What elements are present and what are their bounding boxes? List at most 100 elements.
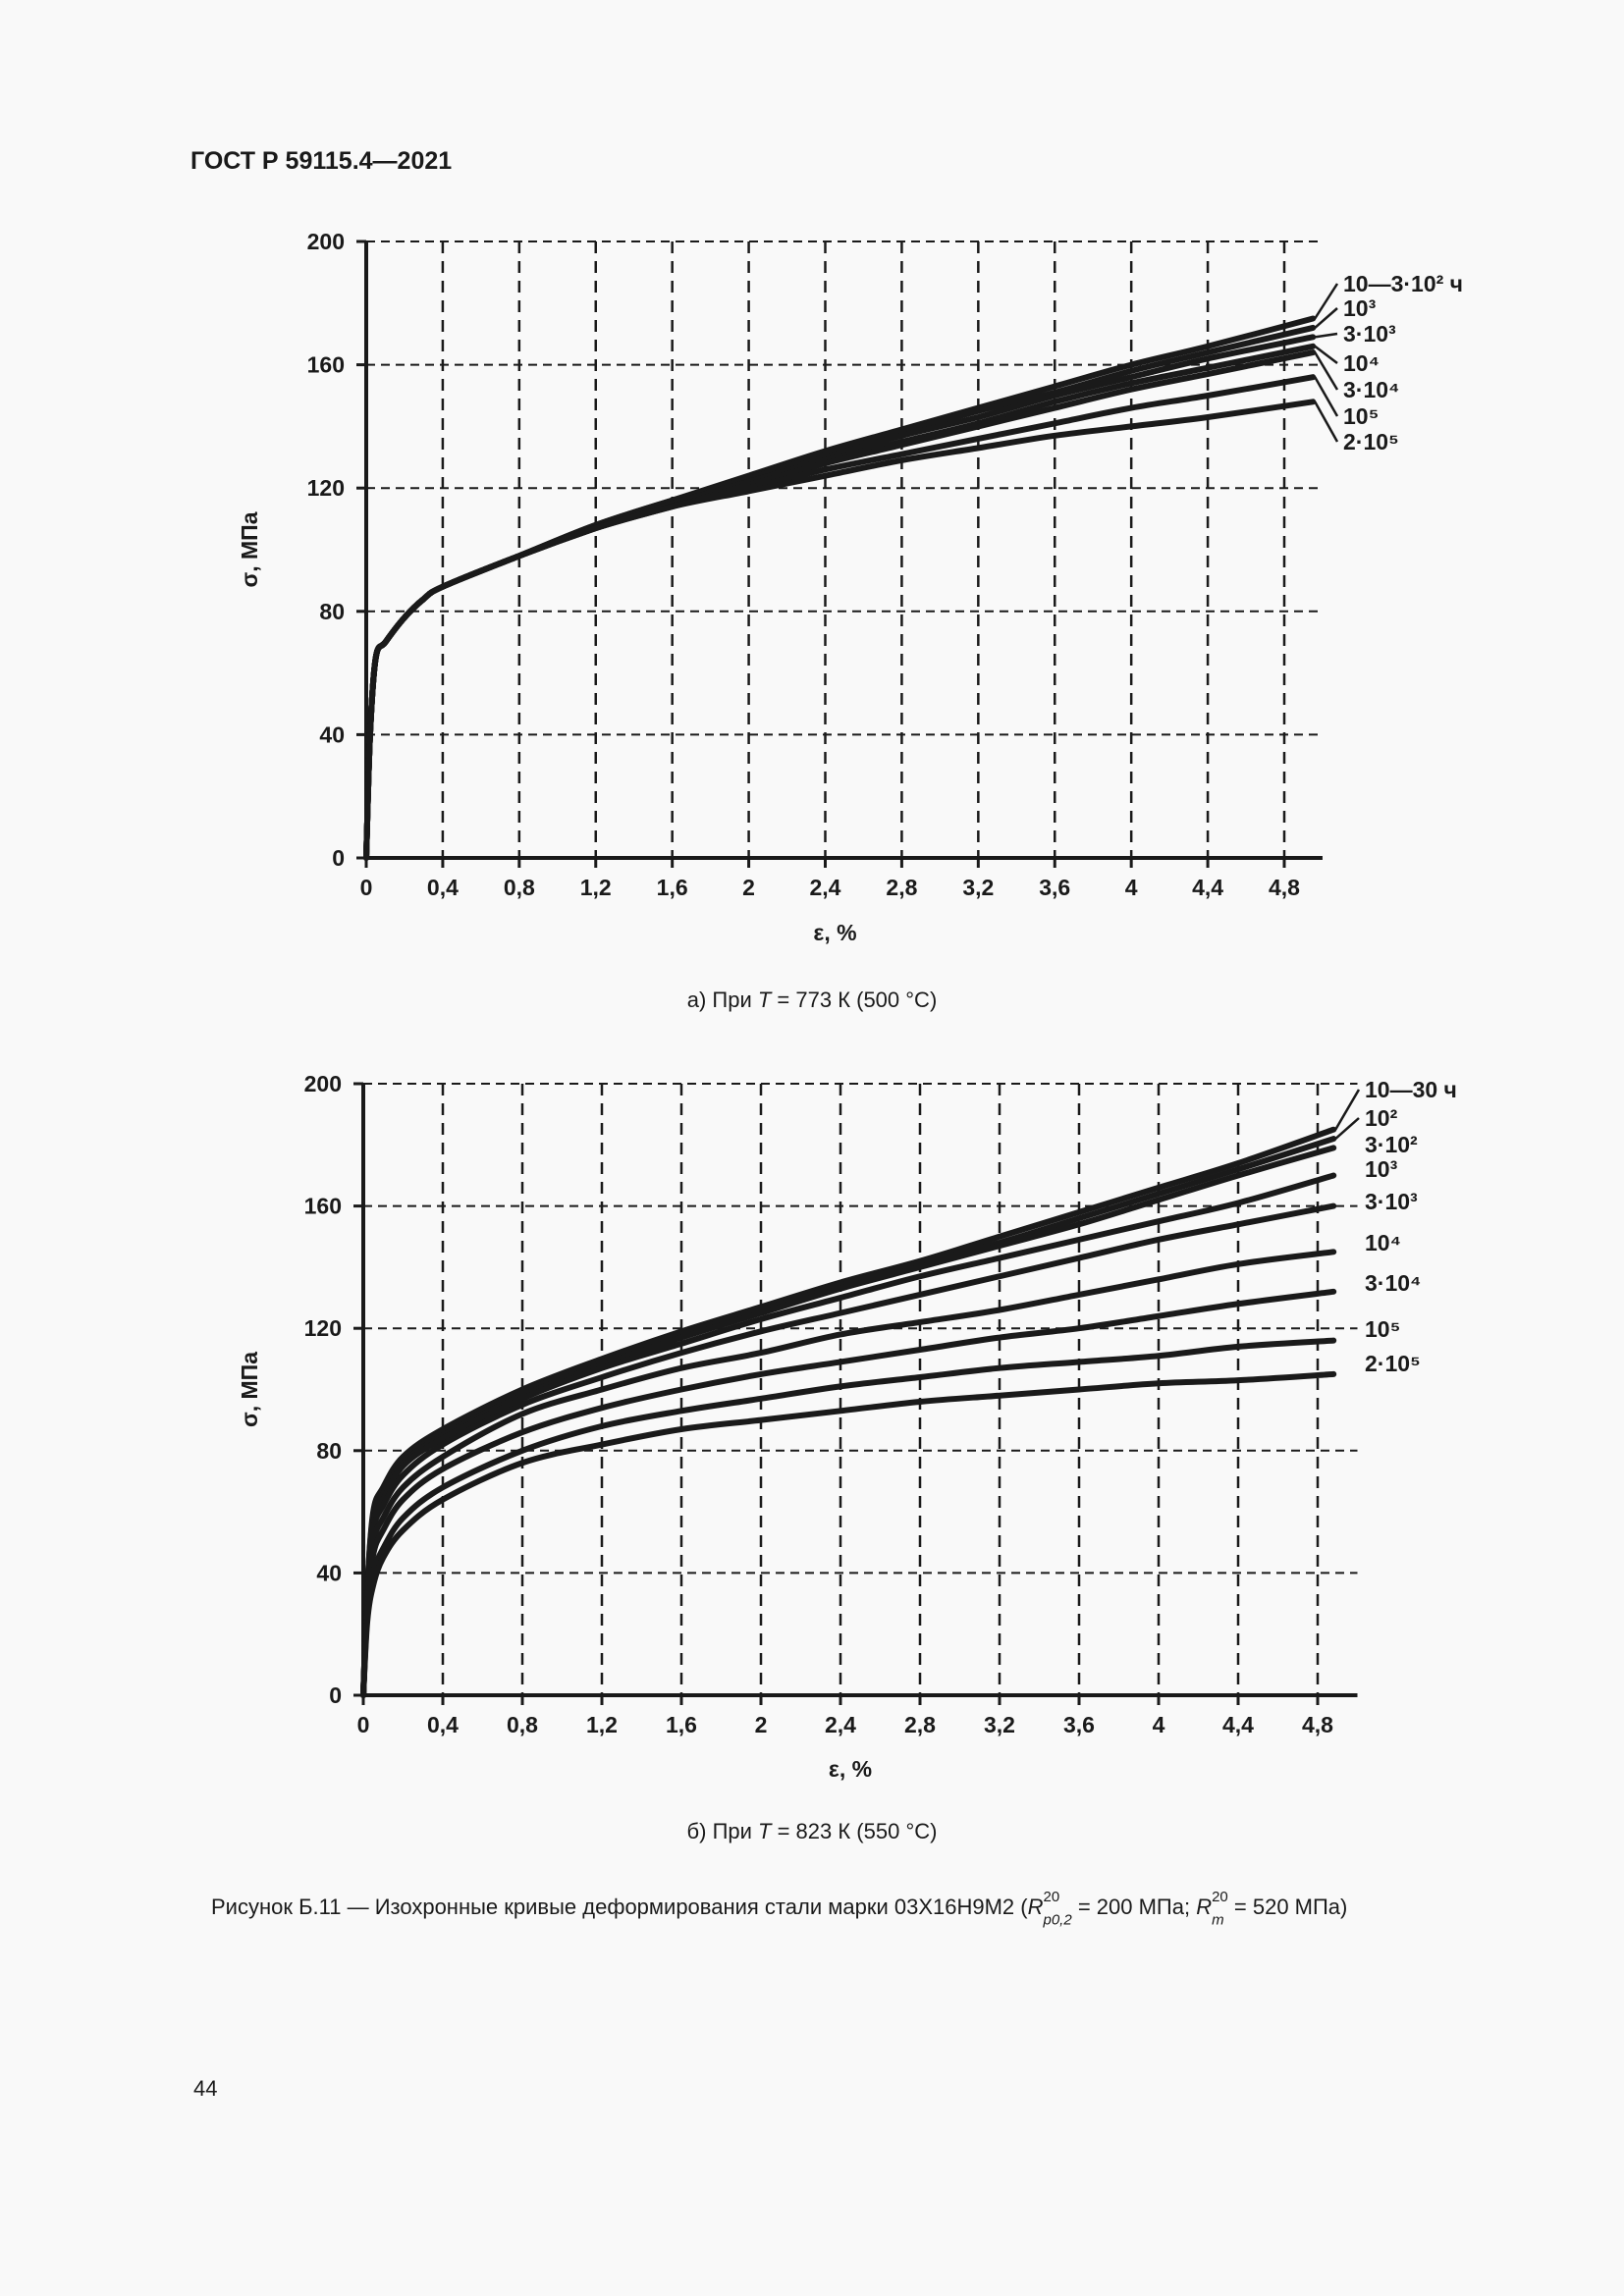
y-tick-label: 80: [316, 1438, 342, 1464]
page-number: 44: [193, 2076, 218, 2101]
x-tick-label: 4: [1153, 1712, 1165, 1737]
series-label: 3·10³: [1365, 1189, 1418, 1214]
y-tick-label: 160: [304, 1194, 342, 1219]
x-tick-label: 0,8: [507, 1712, 538, 1737]
r2-value: = 520 МПа): [1227, 1895, 1348, 1919]
series-label: 10⁴: [1343, 350, 1380, 376]
r1-value: = 200 МПа;: [1071, 1895, 1197, 1919]
caption-prefix: б) При: [686, 1819, 759, 1843]
leader-line: [1334, 1089, 1361, 1131]
figure-caption-text: Рисунок Б.11 — Изохронные кривые деформи…: [211, 1895, 1028, 1919]
y-tick-label: 40: [319, 721, 345, 747]
x-tick-label: 1,6: [666, 1712, 697, 1737]
x-tick-label: 0: [357, 1712, 370, 1737]
y-tick-label: 0: [329, 1682, 342, 1708]
series-line: [363, 399, 1317, 861]
r1-symbol: R: [1027, 1895, 1044, 1919]
chart-b-caption: б) При T = 823 К (550 °С): [0, 1819, 1624, 1844]
series-label: 10⁴: [1365, 1230, 1401, 1255]
chart-b: 0 40 80 120 160 200 0 0,4 0,8 1,2 1,6 2 2,4 2,8 3,2 3,6…: [237, 1071, 1457, 1782]
r1-sub: p0,2: [1043, 1911, 1072, 1929]
series-label: 10—30 ч: [1365, 1077, 1457, 1102]
x-tick-label: 0,8: [504, 875, 535, 900]
series-line: [360, 1288, 1337, 1698]
x-tick-label: 2: [755, 1712, 768, 1737]
x-tick-label: 0,4: [427, 1712, 459, 1737]
caption-prefix: а) При: [686, 988, 758, 1012]
series-label: 3·10⁴: [1365, 1270, 1421, 1296]
figure-caption: Рисунок Б.11 — Изохронные кривые деформи…: [211, 1890, 1347, 1927]
x-tick-label: 1,6: [657, 875, 688, 900]
caption-variable: T: [757, 988, 772, 1012]
series-line: [363, 324, 1317, 861]
x-tick-label: 3,2: [962, 875, 994, 900]
chart-a: 0 40 80 120 160 200 0 0,4 0,8 1,2 1,6 2 2,4 2,8 3,2 3,6…: [237, 229, 1463, 945]
series-label: 10—3·10² ч: [1343, 271, 1463, 296]
y-tick-label: 0: [332, 845, 345, 871]
x-tick-label: 3,6: [1063, 1712, 1095, 1737]
y-tick-label: 200: [304, 1071, 342, 1096]
x-tick-label: 3,2: [984, 1712, 1015, 1737]
x-tick-label: 1,2: [580, 875, 612, 900]
x-tick-label: 4,8: [1302, 1712, 1333, 1737]
series-label: 2·10⁵: [1365, 1351, 1421, 1376]
leader-line: [1314, 307, 1338, 329]
x-tick-label: 2,4: [825, 1712, 856, 1737]
x-tick-label: 4: [1125, 875, 1138, 900]
caption-rest: = 823 К (550 °С): [771, 1819, 938, 1843]
y-tick-label: 120: [304, 1315, 342, 1341]
series-label: 3·10²: [1365, 1132, 1418, 1157]
x-tick-label: 0,4: [427, 875, 459, 900]
x-axis-label: ε, %: [813, 920, 856, 945]
series-label: 3·10³: [1343, 321, 1396, 347]
series-label: 3·10⁴: [1343, 377, 1399, 402]
r2-sup: 20: [1212, 1889, 1228, 1905]
series-label: 10²: [1365, 1105, 1398, 1131]
series-line: [360, 1202, 1337, 1698]
x-tick-label: 4,4: [1222, 1712, 1254, 1737]
y-axis-label: σ, МПа: [237, 1352, 262, 1427]
y-tick-label: 120: [307, 475, 345, 501]
leader-line: [1314, 283, 1339, 320]
leader-line: [1314, 351, 1339, 391]
series-label: 10³: [1343, 295, 1377, 321]
x-axis-label: ε, %: [829, 1756, 872, 1782]
y-tick-label: 40: [316, 1560, 342, 1585]
x-tick-label: 2: [742, 875, 755, 900]
chart-a-caption: а) При T = 773 К (500 °С): [0, 988, 1624, 1013]
x-tick-label: 0: [360, 875, 373, 900]
x-tick-label: 1,2: [586, 1712, 618, 1737]
series-label: 2·10⁵: [1343, 429, 1399, 454]
x-tick-label: 3,6: [1039, 875, 1070, 900]
x-tick-label: 4,8: [1269, 875, 1300, 900]
caption-rest: = 773 К (500 °С): [771, 988, 938, 1012]
series-label: 10⁵: [1365, 1316, 1400, 1342]
x-tick-label: 2,4: [810, 875, 841, 900]
r1-sup: 20: [1043, 1889, 1060, 1905]
leader-line: [1314, 400, 1339, 443]
leader-line: [1315, 332, 1338, 339]
r2-symbol: R: [1196, 1895, 1213, 1919]
y-tick-label: 200: [307, 229, 345, 254]
leader-line: [1314, 376, 1339, 417]
series-label: 10³: [1365, 1156, 1398, 1182]
y-tick-label: 80: [319, 599, 345, 624]
series-label: 10⁵: [1343, 403, 1379, 429]
document-header: ГОСТ Р 59115.4—2021: [190, 147, 453, 175]
series-line: [360, 1172, 1337, 1698]
leader-line: [1314, 345, 1338, 364]
series-line: [360, 1145, 1337, 1698]
leader-line: [1334, 1117, 1360, 1141]
r2-sub: m: [1212, 1911, 1224, 1929]
series-line: [360, 1370, 1337, 1698]
caption-variable: T: [758, 1819, 772, 1843]
y-tick-label: 160: [307, 352, 345, 378]
x-tick-label: 2,8: [886, 875, 917, 900]
y-axis-label: σ, МПа: [237, 511, 262, 587]
x-tick-label: 2,8: [904, 1712, 936, 1737]
series-line: [363, 334, 1317, 861]
series-line: [360, 1249, 1337, 1698]
series-line: [360, 1337, 1337, 1698]
x-tick-label: 4,4: [1192, 875, 1223, 900]
